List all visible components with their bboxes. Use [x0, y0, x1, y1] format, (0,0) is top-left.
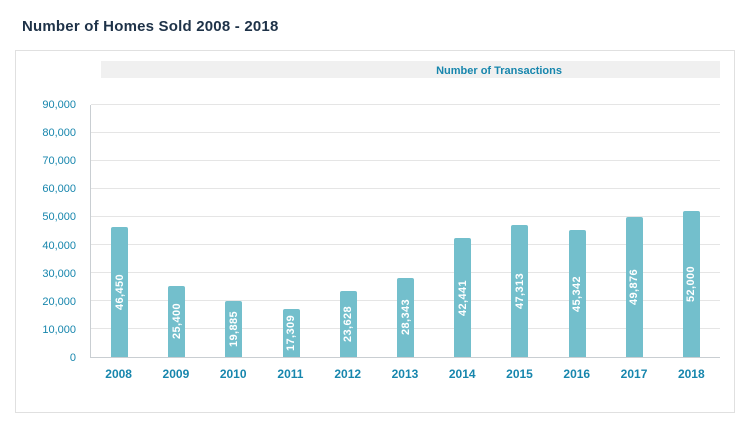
- bar-slot: 28,343: [377, 105, 434, 357]
- y-axis: 0 10,000 20,000 30,000 40,000 50,000 60,000 70,…: [16, 99, 80, 364]
- bar-value-label: 25,400: [170, 303, 183, 340]
- y-axis-tick-label: 50,000: [42, 211, 76, 224]
- bar-value-label: 52,000: [685, 266, 698, 303]
- bar-chart: 0 10,000 20,000 30,000 40,000 50,000 60,000 70,…: [16, 99, 734, 364]
- plot-area: 46,450 25,400 19,885 17,309 23,628 28,343 42,4…: [90, 104, 720, 358]
- bar-value-label: 17,309: [285, 314, 298, 351]
- gridline: [91, 160, 720, 161]
- bar-slot: 42,441: [434, 105, 491, 357]
- bar-slot: 45,342: [549, 105, 606, 357]
- bar-value-label: 19,885: [227, 311, 240, 348]
- gridline: [91, 272, 720, 273]
- bar-slot: 19,885: [205, 105, 262, 357]
- bars-container: 46,450 25,400 19,885 17,309 23,628 28,343 42,4…: [91, 105, 720, 357]
- gridline: [91, 132, 720, 133]
- x-axis-tick-label: 2012: [334, 367, 362, 381]
- page-title: Number of Homes Sold 2008 - 2018: [22, 18, 279, 35]
- y-axis-tick-label: 70,000: [42, 155, 76, 168]
- y-axis-tick-label: 60,000: [42, 183, 76, 196]
- y-axis-tick-label: 90,000: [42, 99, 76, 111]
- gridline: [91, 104, 720, 105]
- bar-slot: 52,000: [663, 105, 720, 357]
- legend-label: Number of Transactions: [436, 65, 562, 77]
- x-axis-tick-label: 2010: [219, 367, 247, 381]
- bar-slot: 47,313: [491, 105, 548, 357]
- bar-2012: 23,628: [339, 290, 357, 357]
- bar-slot: 17,309: [263, 105, 320, 357]
- gridline: [91, 188, 720, 189]
- gridline: [91, 244, 720, 245]
- bar-value-label: 49,876: [628, 269, 641, 306]
- x-axis-tick-label: 2008: [105, 367, 132, 381]
- bar-value-label: 42,441: [456, 279, 469, 316]
- x-axis-tick-label: 2017: [620, 367, 648, 381]
- bar-slot: 49,876: [606, 105, 663, 357]
- x-axis-tick-label: 2013: [391, 367, 419, 381]
- legend-strip: Number of Transactions: [101, 61, 720, 78]
- bar-2014: 42,441: [454, 238, 472, 357]
- bar-2011: 17,309: [282, 308, 300, 357]
- y-axis-tick-label: 80,000: [42, 127, 76, 140]
- y-axis-tick-label: 40,000: [42, 239, 76, 252]
- bar-2009: 25,400: [168, 285, 186, 357]
- x-axis-tick-label: 2009: [162, 367, 190, 381]
- bar-2016: 45,342: [568, 230, 586, 357]
- chart-panel: Number of Transactions 0 10,000 20,000 30,0…: [15, 50, 735, 413]
- bar-value-label: 46,450: [113, 273, 126, 310]
- y-axis-tick-label: 10,000: [42, 323, 76, 336]
- bar-2015: 47,313: [511, 224, 529, 357]
- bar-slot: 23,628: [320, 105, 377, 357]
- x-axis-tick-label: 2018: [677, 367, 705, 381]
- x-axis-tick-label: 2016: [563, 367, 591, 381]
- x-axis: 2008 2009 2010 2011 2012 2013 2014 2015 2016 2017…: [90, 367, 720, 381]
- bar-2013: 28,343: [397, 277, 415, 357]
- x-axis-tick-label: 2011: [277, 367, 304, 381]
- bar-value-label: 28,343: [399, 299, 412, 336]
- bar-2008: 46,450: [111, 226, 129, 357]
- bar-slot: 46,450: [91, 105, 148, 357]
- x-axis-tick-label: 2015: [506, 367, 533, 381]
- bar-value-label: 47,313: [513, 272, 526, 309]
- bar-2018: 52,000: [682, 211, 700, 357]
- bar-value-label: 45,342: [571, 275, 584, 312]
- bar-slot: 25,400: [148, 105, 205, 357]
- bar-2017: 49,876: [625, 217, 643, 357]
- bar-value-label: 23,628: [342, 305, 355, 342]
- y-axis-tick-label: 20,000: [42, 295, 76, 308]
- y-axis-tick-label: 0: [69, 352, 76, 364]
- x-axis-tick-label: 2014: [448, 367, 476, 381]
- y-axis-tick-label: 30,000: [42, 267, 76, 280]
- gridline: [91, 216, 720, 217]
- bar-2010: 19,885: [225, 301, 243, 357]
